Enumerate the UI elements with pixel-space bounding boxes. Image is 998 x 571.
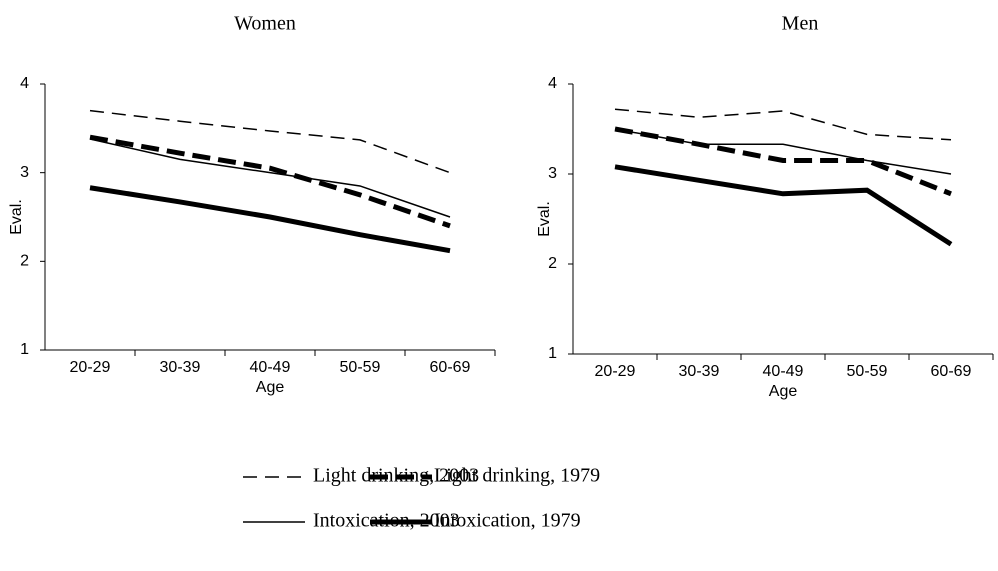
series-line (614, 108, 952, 141)
y-tick-label: 3 (20, 164, 29, 181)
series-line (89, 138, 451, 218)
x-tick-label: 50-59 (847, 363, 888, 380)
x-tick-label: 60-69 (430, 359, 471, 376)
x-tick-label: 50-59 (340, 359, 381, 376)
x-axis-label: Age (256, 379, 285, 396)
x-tick-label: 60-69 (931, 363, 972, 380)
series-line (89, 185, 451, 254)
y-tick-label: 4 (20, 75, 29, 92)
y-axis-label: Eval. (536, 201, 553, 237)
series-line (89, 109, 451, 174)
legend-label: Light drinking, 1979 (434, 465, 600, 487)
x-tick-label: 40-49 (763, 363, 804, 380)
y-tick-label: 1 (548, 345, 557, 362)
x-tick-label: 20-29 (595, 363, 636, 380)
x-tick-label: 30-39 (679, 363, 720, 380)
series-line (89, 134, 451, 229)
x-tick-label: 30-39 (160, 359, 201, 376)
y-axis-label: Eval. (8, 199, 25, 235)
y-tick-label: 2 (20, 253, 29, 270)
x-tick-label: 40-49 (250, 359, 291, 376)
series-line (614, 128, 952, 175)
y-tick-label: 4 (548, 75, 557, 92)
legend-label: Intoxication, 1979 (434, 510, 581, 532)
y-tick-label: 1 (20, 341, 29, 358)
x-axis-label: Age (769, 383, 798, 400)
chart-title: Women (234, 13, 296, 35)
series-line (614, 164, 953, 247)
chart-title: Men (782, 13, 819, 35)
x-tick-label: 20-29 (70, 359, 111, 376)
y-tick-label: 2 (548, 255, 557, 272)
y-tick-label: 3 (548, 165, 557, 182)
